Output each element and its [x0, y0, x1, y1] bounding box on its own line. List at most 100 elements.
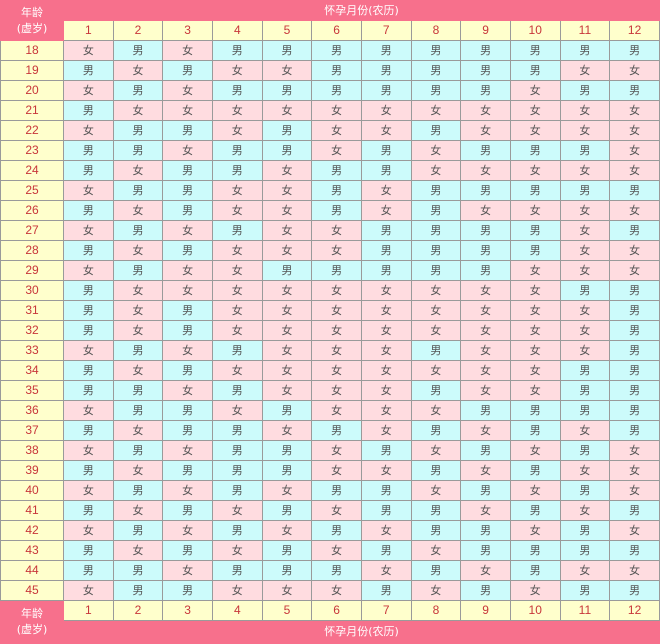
cell-boy: 男 [609, 280, 660, 301]
cell-boy: 男 [609, 80, 660, 101]
cell-girl: 女 [211, 120, 263, 141]
cell-boy: 男 [311, 520, 362, 541]
cell-girl: 女 [261, 280, 313, 301]
cell-girl: 女 [559, 300, 611, 321]
cell-boy: 男 [509, 420, 561, 441]
cell-boy: 男 [410, 80, 462, 101]
age-cell: 39 [0, 460, 64, 481]
cell-girl: 女 [162, 260, 213, 281]
table-row: 18 女男女男男男男男男男男男 [0, 40, 660, 61]
header-month-10: 10 [509, 20, 561, 41]
cell-boy: 男 [261, 500, 313, 521]
header-month-11: 11 [559, 20, 611, 41]
cell-boy: 男 [311, 80, 362, 101]
cell-girl: 女 [609, 100, 660, 121]
cell-girl: 女 [460, 200, 511, 221]
age-cell: 22 [0, 120, 64, 141]
cell-girl: 女 [360, 340, 412, 361]
cell-boy: 男 [162, 500, 213, 521]
cell-boy: 男 [559, 40, 611, 61]
cell-girl: 女 [162, 140, 213, 161]
cell-girl: 女 [311, 320, 362, 341]
cell-girl: 女 [211, 280, 263, 301]
cell-boy: 男 [609, 320, 660, 341]
cell-boy: 男 [261, 80, 313, 101]
cell-boy: 男 [211, 560, 263, 581]
cell-girl: 女 [410, 580, 462, 601]
table-row: 22 女男男女男女女男女女女女 [0, 120, 660, 141]
cell-girl: 女 [261, 580, 313, 601]
cell-boy: 男 [211, 460, 263, 481]
cell-girl: 女 [609, 140, 660, 161]
table-row: 23 男男女男男女男女男男男女 [0, 140, 660, 161]
cell-girl: 女 [211, 540, 263, 561]
footer-age-label: 年龄 [21, 607, 43, 620]
cell-boy: 男 [211, 160, 263, 181]
cell-boy: 男 [112, 180, 164, 201]
cell-boy: 男 [211, 80, 263, 101]
age-cell: 43 [0, 540, 64, 561]
table-row: 32 男女男女女女女女女女女男 [0, 320, 660, 341]
cell-boy: 男 [311, 160, 362, 181]
cell-boy: 男 [112, 80, 164, 101]
cell-girl: 女 [261, 520, 313, 541]
cell-boy: 男 [460, 80, 511, 101]
cell-girl: 女 [162, 380, 213, 401]
footer-month-4: 4 [211, 600, 263, 621]
cell-boy: 男 [63, 560, 114, 581]
cell-girl: 女 [112, 320, 164, 341]
cell-boy: 男 [261, 40, 313, 61]
cell-boy: 男 [112, 560, 164, 581]
cell-boy: 男 [162, 540, 213, 561]
cell-boy: 男 [211, 480, 263, 501]
cell-boy: 男 [162, 400, 213, 421]
cell-boy: 男 [211, 520, 263, 541]
cell-boy: 男 [162, 360, 213, 381]
cell-girl: 女 [211, 200, 263, 221]
cell-girl: 女 [261, 180, 313, 201]
cell-girl: 女 [410, 440, 462, 461]
cell-girl: 女 [460, 320, 511, 341]
cell-girl: 女 [261, 60, 313, 81]
cell-girl: 女 [509, 300, 561, 321]
cell-boy: 男 [63, 460, 114, 481]
cell-girl: 女 [509, 80, 561, 101]
cell-girl: 女 [112, 460, 164, 481]
age-cell: 33 [0, 340, 64, 361]
cell-girl: 女 [559, 220, 611, 241]
cell-girl: 女 [311, 460, 362, 481]
cell-girl: 女 [162, 520, 213, 541]
table-row: 36 女男男女男女女女男男男男 [0, 400, 660, 421]
cell-boy: 男 [63, 300, 114, 321]
cell-boy: 男 [460, 520, 511, 541]
cell-boy: 男 [559, 380, 611, 401]
cell-girl: 女 [460, 100, 511, 121]
table-row: 20 女男女男男男男男男女男男 [0, 80, 660, 101]
header-month-12: 12 [609, 20, 660, 41]
cell-girl: 女 [112, 160, 164, 181]
header-month-7: 7 [360, 20, 412, 41]
cell-girl: 女 [112, 280, 164, 301]
age-cell: 18 [0, 40, 64, 61]
cell-girl: 女 [211, 180, 263, 201]
cell-boy: 男 [311, 40, 362, 61]
cell-girl: 女 [112, 200, 164, 221]
cell-boy: 男 [410, 220, 462, 241]
age-header: 年龄 (虚岁) [0, 0, 64, 41]
table-row: 37 男女男男女男女男女男女男 [0, 420, 660, 441]
cell-boy: 男 [609, 220, 660, 241]
table-row: 38 女男女男男女男女男女男女 [0, 440, 660, 461]
cell-girl: 女 [211, 300, 263, 321]
table-row: 34 男女男女女女女女女女男男 [0, 360, 660, 381]
cell-girl: 女 [63, 220, 114, 241]
cell-boy: 男 [609, 580, 660, 601]
cell-boy: 男 [162, 200, 213, 221]
cell-girl: 女 [559, 260, 611, 281]
cell-girl: 女 [460, 300, 511, 321]
cell-boy: 男 [360, 440, 412, 461]
cell-boy: 男 [460, 220, 511, 241]
cell-girl: 女 [112, 240, 164, 261]
table-row: 24 男女男男女男男女女女女女 [0, 160, 660, 181]
cell-girl: 女 [261, 360, 313, 381]
cell-girl: 女 [261, 380, 313, 401]
